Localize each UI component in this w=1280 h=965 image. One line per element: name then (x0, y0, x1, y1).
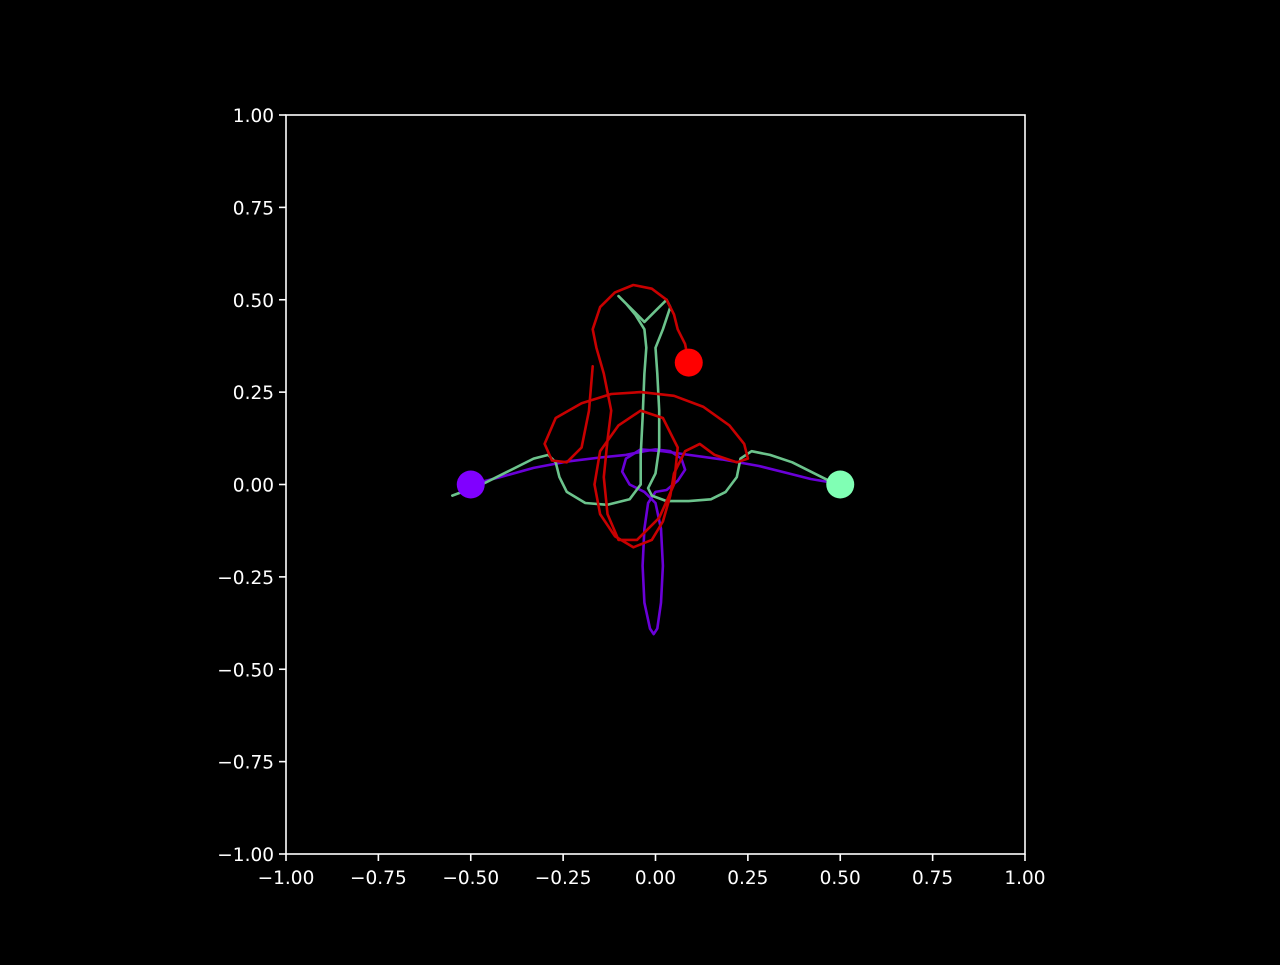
y-tick-label: 0.00 (233, 476, 274, 497)
series-2-trajectory-line (450, 294, 842, 507)
x-tick-label: −0.75 (350, 868, 407, 889)
x-tick-label: 0.25 (727, 868, 768, 889)
y-tick-label: 0.75 (233, 198, 274, 219)
x-tick-label: −1.00 (258, 868, 315, 889)
series-3-position-marker (674, 348, 703, 377)
y-tick-label: −0.25 (217, 568, 274, 589)
y-tick-label: 0.50 (233, 291, 274, 312)
y-tick-label: −1.00 (217, 845, 274, 866)
y-tick-label: −0.50 (217, 660, 274, 681)
x-tick-label: 1.00 (1004, 868, 1045, 889)
y-tick-label: 1.00 (233, 106, 274, 127)
x-tick-label: −0.50 (442, 868, 499, 889)
series-2-position-marker (826, 470, 855, 499)
x-tick-label: 0.75 (912, 868, 953, 889)
series-1-position-marker (456, 470, 485, 499)
series-1-trajectory-line (469, 448, 827, 636)
series-3-trajectory-line (543, 283, 750, 549)
x-tick-label: −0.25 (535, 868, 592, 889)
y-tick-label: −0.75 (217, 753, 274, 774)
x-tick-label: 0.50 (820, 868, 861, 889)
y-tick-label: 0.25 (233, 383, 274, 404)
x-tick-label: 0.00 (635, 868, 676, 889)
